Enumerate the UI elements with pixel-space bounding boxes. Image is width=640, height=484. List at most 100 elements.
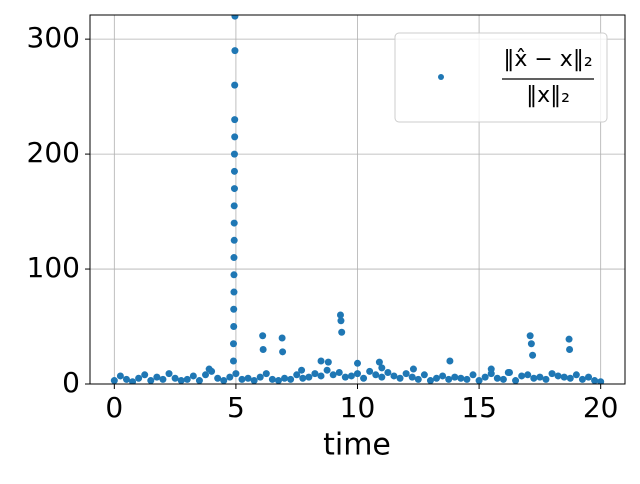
point xyxy=(311,370,319,378)
point xyxy=(202,371,210,379)
point xyxy=(226,373,234,381)
point xyxy=(230,236,238,244)
point xyxy=(402,370,410,378)
point xyxy=(317,372,325,380)
point xyxy=(426,377,434,384)
point xyxy=(281,374,289,382)
point xyxy=(299,374,307,382)
point xyxy=(231,116,239,124)
point xyxy=(232,370,240,378)
point xyxy=(439,372,447,380)
point xyxy=(493,374,501,382)
point xyxy=(205,365,213,373)
point xyxy=(189,372,197,380)
point xyxy=(262,370,270,378)
point xyxy=(396,374,404,382)
point xyxy=(147,377,155,384)
legend-box xyxy=(394,32,608,123)
x-tick-label: 20 xyxy=(583,391,619,424)
point xyxy=(274,377,282,384)
point xyxy=(165,370,173,378)
point xyxy=(338,328,346,336)
point xyxy=(536,373,544,381)
legend-label: ‖x̂ − x‖₂ ‖x‖₂ xyxy=(503,47,592,108)
point xyxy=(518,372,526,380)
legend-numerator: ‖x̂ − x‖₂ xyxy=(503,47,592,72)
point xyxy=(116,372,124,380)
point xyxy=(591,377,599,384)
point xyxy=(230,271,238,279)
point xyxy=(560,373,568,381)
point xyxy=(337,317,345,325)
point xyxy=(530,374,538,382)
point xyxy=(231,47,239,55)
point xyxy=(230,288,238,296)
point xyxy=(259,332,267,340)
legend-denominator: ‖x‖₂ xyxy=(526,83,570,108)
point xyxy=(244,374,252,382)
point xyxy=(446,357,454,365)
point xyxy=(565,335,573,343)
point xyxy=(469,371,477,379)
point xyxy=(293,371,301,379)
point xyxy=(230,305,238,313)
point xyxy=(409,365,417,373)
series xyxy=(110,15,605,384)
point xyxy=(341,373,349,381)
point xyxy=(375,358,383,366)
point xyxy=(171,374,179,382)
point xyxy=(177,377,185,384)
plot-frame xyxy=(89,14,626,385)
point xyxy=(279,348,287,356)
point xyxy=(554,372,562,380)
point xyxy=(230,219,238,227)
x-tick-label: 5 xyxy=(227,391,245,424)
point xyxy=(354,370,361,378)
point xyxy=(230,202,238,210)
point xyxy=(287,375,295,383)
point xyxy=(542,375,550,383)
point xyxy=(230,254,238,262)
point xyxy=(230,150,238,158)
point xyxy=(305,373,313,381)
point xyxy=(433,374,441,382)
point xyxy=(229,340,237,348)
y-tick-label: 100 xyxy=(27,251,80,284)
point xyxy=(268,375,276,383)
point xyxy=(230,185,238,193)
x-tick-label: 10 xyxy=(340,391,376,424)
point xyxy=(135,374,143,382)
point xyxy=(578,375,586,383)
point xyxy=(229,357,237,365)
point xyxy=(159,375,167,383)
point xyxy=(278,334,286,342)
point xyxy=(317,357,325,365)
point xyxy=(548,370,556,378)
point xyxy=(504,369,512,377)
point xyxy=(585,373,593,381)
point xyxy=(141,371,149,379)
point xyxy=(372,371,380,379)
point xyxy=(298,366,306,374)
point xyxy=(572,371,580,379)
point xyxy=(231,15,239,20)
point xyxy=(463,375,471,383)
point xyxy=(122,375,130,383)
point xyxy=(481,373,489,381)
point xyxy=(408,373,416,381)
point xyxy=(129,378,137,384)
point xyxy=(153,373,161,381)
x-tick-label: 15 xyxy=(461,391,497,424)
point xyxy=(451,373,459,381)
point xyxy=(256,373,264,381)
point xyxy=(445,375,453,383)
point xyxy=(110,377,118,384)
point xyxy=(335,369,343,377)
point xyxy=(475,377,483,384)
y-tick-label: 200 xyxy=(27,136,80,169)
point xyxy=(195,377,203,384)
point xyxy=(354,359,361,367)
point xyxy=(347,372,355,380)
point xyxy=(524,371,532,379)
point xyxy=(250,377,258,384)
